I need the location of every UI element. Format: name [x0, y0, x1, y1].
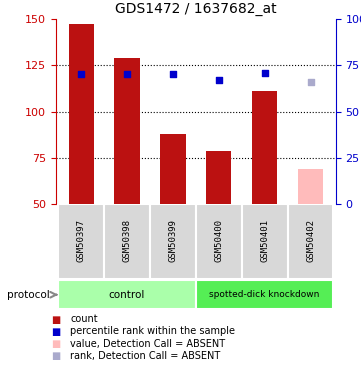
Bar — [206, 150, 231, 204]
Bar — [150, 204, 196, 279]
Bar — [242, 204, 288, 279]
Bar — [160, 134, 186, 204]
Text: ■: ■ — [51, 351, 61, 360]
Text: ■: ■ — [51, 339, 61, 348]
Bar — [252, 91, 277, 204]
Text: GSM50401: GSM50401 — [260, 219, 269, 262]
Bar — [298, 169, 323, 204]
Bar — [196, 204, 242, 279]
Text: GSM50402: GSM50402 — [306, 219, 315, 262]
Text: ■: ■ — [51, 327, 61, 336]
Point — [124, 71, 130, 78]
Point — [78, 71, 84, 78]
Bar — [196, 280, 334, 309]
Text: GSM50398: GSM50398 — [122, 219, 131, 262]
Point — [262, 70, 268, 76]
Text: control: control — [109, 290, 145, 300]
Text: percentile rank within the sample: percentile rank within the sample — [70, 327, 235, 336]
Bar — [114, 58, 140, 204]
Bar — [69, 24, 94, 204]
Text: GSM50397: GSM50397 — [77, 219, 86, 262]
Point — [216, 77, 222, 83]
Text: protocol: protocol — [7, 290, 50, 300]
Title: GDS1472 / 1637682_at: GDS1472 / 1637682_at — [115, 2, 277, 16]
Bar — [58, 204, 104, 279]
Text: rank, Detection Call = ABSENT: rank, Detection Call = ABSENT — [70, 351, 221, 360]
Bar — [58, 280, 196, 309]
Text: GSM50400: GSM50400 — [214, 219, 223, 262]
Point — [170, 71, 176, 78]
Bar — [288, 204, 334, 279]
Point — [308, 79, 313, 85]
Text: value, Detection Call = ABSENT: value, Detection Call = ABSENT — [70, 339, 226, 348]
Text: count: count — [70, 315, 98, 324]
Bar — [104, 204, 150, 279]
Text: spotted-dick knockdown: spotted-dick knockdown — [209, 290, 320, 299]
Text: GSM50399: GSM50399 — [169, 219, 177, 262]
Text: ■: ■ — [51, 315, 61, 324]
